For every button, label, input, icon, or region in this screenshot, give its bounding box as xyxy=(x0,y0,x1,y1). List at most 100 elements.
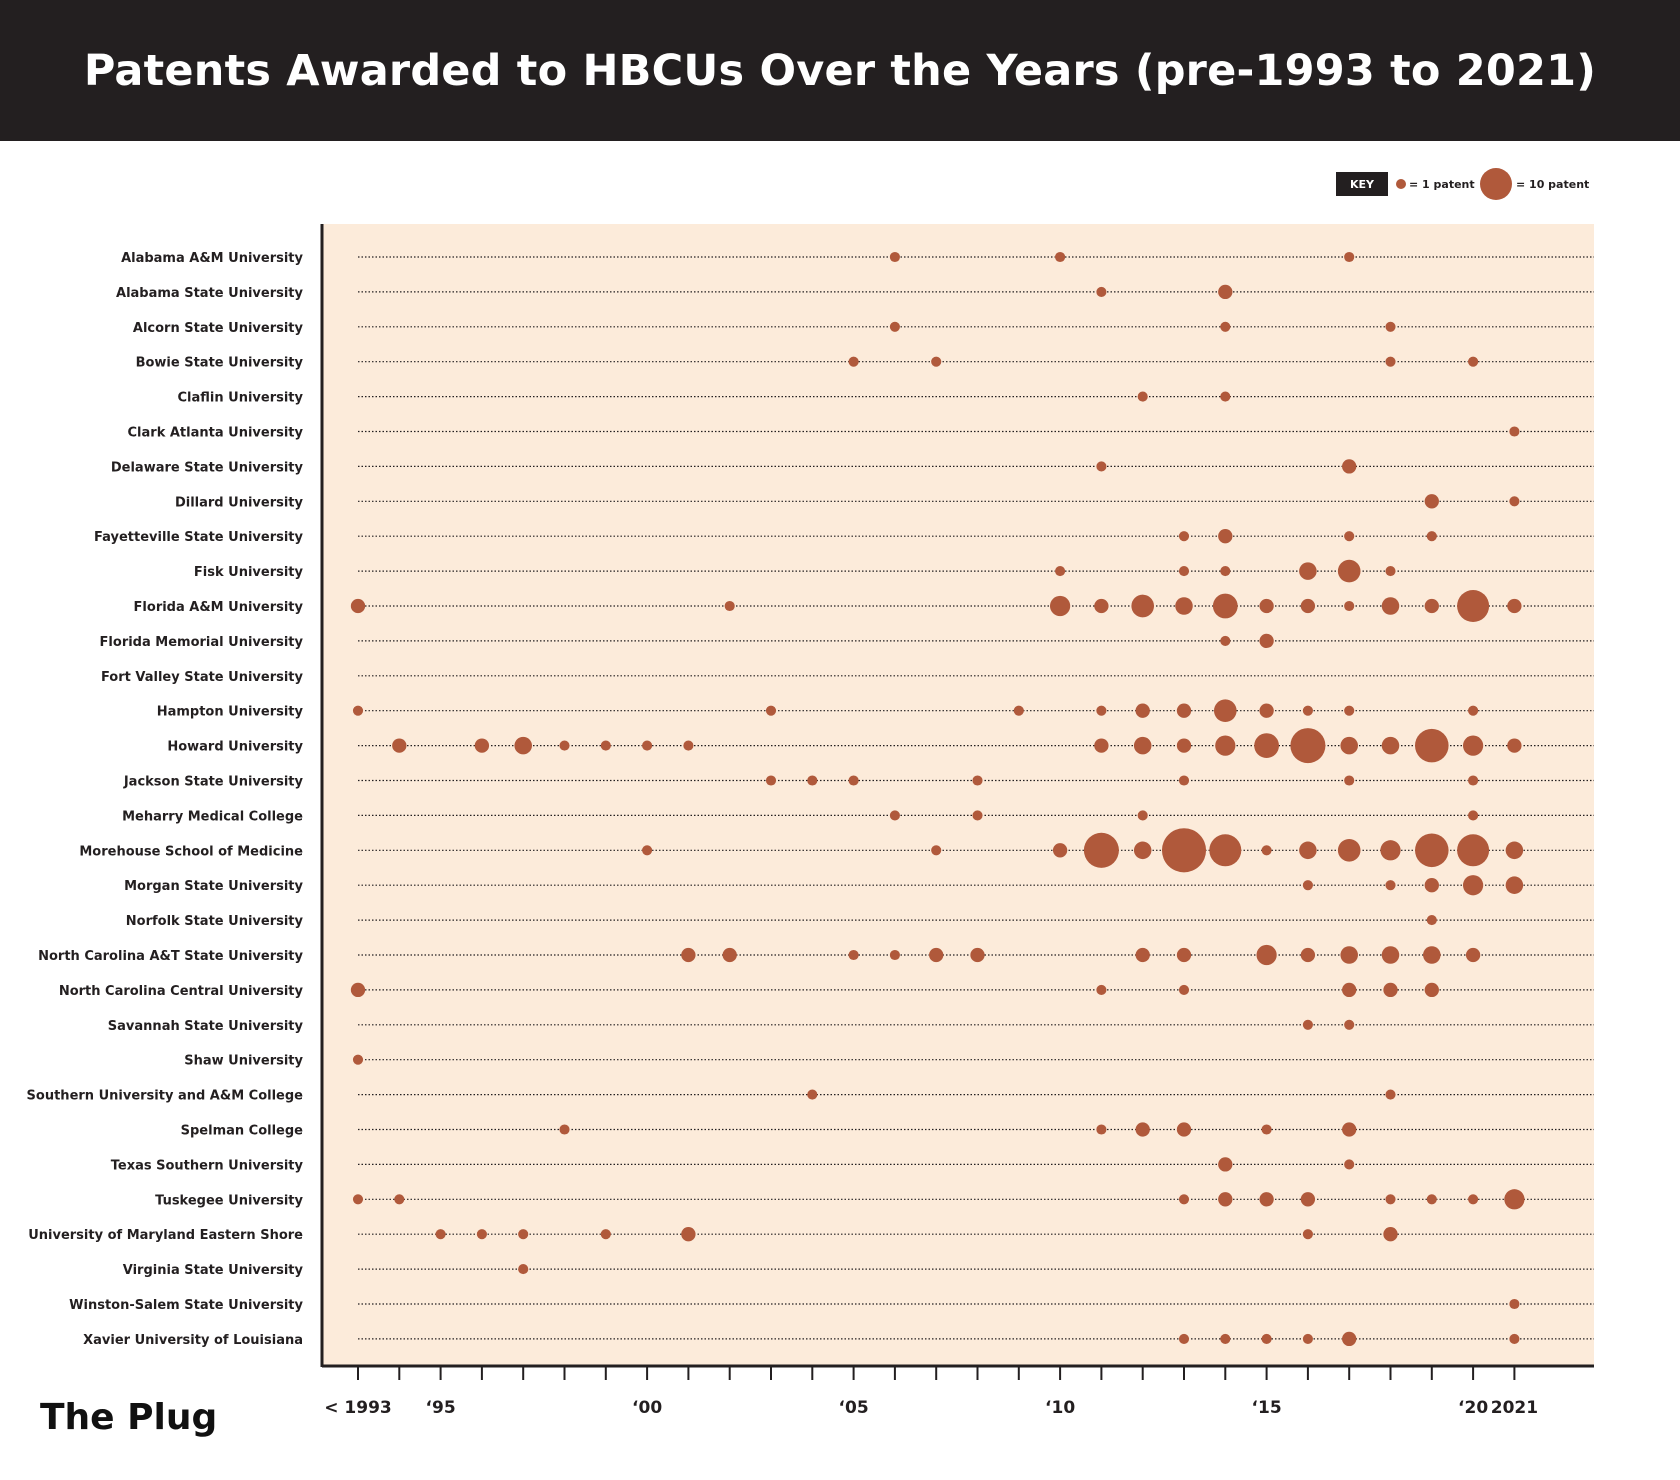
bubble-spelman-college-2012 xyxy=(1135,1122,1150,1137)
key-small-dot xyxy=(1396,179,1406,189)
bubble-florida-a-m-university-2014 xyxy=(1212,593,1238,619)
row-label-morgan-state-university: Morgan State University xyxy=(124,879,303,894)
bubble-north-carolina-a-t-state-university-2017 xyxy=(1340,946,1358,964)
row-label-florida-memorial-university: Florida Memorial University xyxy=(100,635,304,650)
bubble-dillard-university-2021 xyxy=(1509,496,1520,507)
key-large-label: = 10 patent xyxy=(1516,178,1590,191)
bubble-north-carolina-a-t-state-university-2019 xyxy=(1423,946,1441,964)
row-label-winston-salem-state-university: Winston-Salem State University xyxy=(69,1298,303,1313)
bubble-north-carolina-a-t-state-university-2012 xyxy=(1135,947,1150,963)
plot-area xyxy=(322,224,1594,1366)
bubble-university-of-maryland-eastern-shore-2018 xyxy=(1383,1227,1398,1242)
bubble-delaware-state-university-2017 xyxy=(1342,459,1357,474)
bubble-north-carolina-central-university-2011 xyxy=(1096,984,1107,995)
bubble-hampton-university-2017 xyxy=(1344,705,1355,716)
bubble-tuskegee-university-2014 xyxy=(1218,1192,1233,1207)
bubble-meharry-medical-college-2006 xyxy=(889,810,900,821)
bubble-morehouse-school-of-medicine-2018 xyxy=(1380,840,1401,861)
bubble-bowie-state-university-2018 xyxy=(1385,356,1396,367)
bubble-north-carolina-a-t-state-university-2002 xyxy=(722,947,737,963)
bubble-alcorn-state-university-2006 xyxy=(889,321,900,332)
bubble-tuskegee-university-2016 xyxy=(1300,1192,1316,1207)
row-label-texas-southern-university: Texas Southern University xyxy=(111,1158,304,1173)
row-label-fort-valley-state-university: Fort Valley State University xyxy=(101,670,304,685)
bubble-fayetteville-state-university-2017 xyxy=(1344,531,1355,542)
bubble-morgan-state-university-2020 xyxy=(1462,875,1484,896)
bubble-florida-a-m-university-2019 xyxy=(1424,598,1439,614)
bubble-dillard-university-2019 xyxy=(1424,494,1439,509)
bubble-jackson-state-university-2017 xyxy=(1344,775,1355,786)
row-label-north-carolina-a-t-state-university: North Carolina A&T State University xyxy=(38,949,303,964)
bubble-north-carolina-a-t-state-university-2016 xyxy=(1300,947,1316,963)
bubble-hampton-university-1993 xyxy=(352,705,364,716)
bubble-jackson-state-university-2005 xyxy=(848,775,859,786)
row-label-hampton-university: Hampton University xyxy=(157,705,304,720)
bubble-morgan-state-university-2016 xyxy=(1302,880,1313,891)
key-small-label: = 1 patent xyxy=(1409,178,1475,191)
bubble-tuskegee-university-2020 xyxy=(1468,1194,1479,1205)
bubble-howard-university-2000 xyxy=(642,740,653,751)
row-label-shaw-university: Shaw University xyxy=(184,1054,303,1069)
bubble-morehouse-school-of-medicine-2011 xyxy=(1083,832,1119,868)
bubble-north-carolina-a-t-state-university-2008 xyxy=(970,947,985,963)
bubble-fisk-university-2016 xyxy=(1299,562,1317,580)
bubble-tuskegee-university-2015 xyxy=(1259,1192,1274,1207)
bubble-university-of-maryland-eastern-shore-1996 xyxy=(476,1229,487,1240)
row-label-tuskegee-university: Tuskegee University xyxy=(155,1193,303,1208)
bubble-meharry-medical-college-2008 xyxy=(972,810,983,821)
bubble-florida-memorial-university-2015 xyxy=(1259,633,1274,649)
bubble-morehouse-school-of-medicine-2019 xyxy=(1415,833,1449,868)
bubble-savannah-state-university-2016 xyxy=(1302,1019,1313,1030)
bubble-florida-a-m-university-1993 xyxy=(350,598,366,614)
bubble-howard-university-2015 xyxy=(1254,733,1279,758)
bubble-hampton-university-2016 xyxy=(1302,705,1313,716)
bubble-alabama-a-m-university-2010 xyxy=(1055,251,1066,263)
bubble-alcorn-state-university-2018 xyxy=(1385,321,1396,332)
key-label: KEY xyxy=(1336,172,1388,196)
bubble-fisk-university-2010 xyxy=(1055,566,1066,577)
bubble-texas-southern-university-2017 xyxy=(1344,1159,1355,1170)
bubble-jackson-state-university-2008 xyxy=(972,775,983,786)
bubble-university-of-maryland-eastern-shore-2001 xyxy=(681,1227,696,1242)
row-label-meharry-medical-college: Meharry Medical College xyxy=(122,809,303,824)
bubble-tuskegee-university-1994 xyxy=(394,1194,405,1205)
bubble-fayetteville-state-university-2014 xyxy=(1218,529,1233,544)
row-label-spelman-college: Spelman College xyxy=(181,1124,304,1139)
bubble-bowie-state-university-2020 xyxy=(1468,356,1479,367)
bubble-claflin-university-2012 xyxy=(1137,391,1148,402)
bubble-fisk-university-2013 xyxy=(1178,566,1190,577)
bubble-morehouse-school-of-medicine-2013 xyxy=(1161,828,1207,873)
brand-logo: The Plug xyxy=(40,1397,218,1438)
bubble-florida-a-m-university-2018 xyxy=(1381,597,1400,615)
x-tick-label-1995: ‘95 xyxy=(426,1398,456,1418)
row-label-fisk-university: Fisk University xyxy=(194,565,304,580)
bubble-tuskegee-university-2019 xyxy=(1426,1194,1437,1205)
x-tick-label-2005: ‘05 xyxy=(839,1398,869,1418)
bubble-savannah-state-university-2017 xyxy=(1344,1019,1355,1030)
bubble-howard-university-2018 xyxy=(1381,736,1400,755)
x-tick-label-2020: ‘20 xyxy=(1458,1398,1488,1418)
bubble-hampton-university-2012 xyxy=(1135,703,1150,718)
bubble-north-carolina-a-t-state-university-2018 xyxy=(1381,946,1400,964)
bubble-morgan-state-university-2018 xyxy=(1385,880,1396,891)
bubble-fisk-university-2017 xyxy=(1337,559,1361,583)
bubble-norfolk-state-university-2019 xyxy=(1426,915,1437,926)
bubble-alabama-state-university-2011 xyxy=(1096,286,1107,297)
bubble-florida-a-m-university-2017 xyxy=(1344,600,1355,612)
row-label-savannah-state-university: Savannah State University xyxy=(108,1019,304,1034)
bubble-jackson-state-university-2004 xyxy=(807,775,818,786)
bubble-tuskegee-university-2018 xyxy=(1385,1194,1396,1205)
bubble-morgan-state-university-2021 xyxy=(1505,876,1524,894)
bubble-bowie-state-university-2007 xyxy=(931,356,942,367)
bubble-north-carolina-central-university-1993 xyxy=(350,982,366,998)
bubble-tuskegee-university-2013 xyxy=(1178,1194,1190,1205)
bubble-tuskegee-university-1993 xyxy=(352,1194,364,1205)
x-tick-label-2015: ‘15 xyxy=(1252,1398,1282,1418)
bubble-morgan-state-university-2019 xyxy=(1424,878,1439,893)
bubble-xavier-university-of-louisiana-2017 xyxy=(1342,1331,1357,1347)
bubble-virginia-state-university-1997 xyxy=(518,1264,529,1275)
bubble-north-carolina-a-t-state-university-2005 xyxy=(848,949,859,961)
bubble-north-carolina-central-university-2013 xyxy=(1178,984,1190,995)
bubble-florida-a-m-university-2011 xyxy=(1094,598,1109,614)
bubble-north-carolina-a-t-state-university-2020 xyxy=(1465,947,1481,963)
